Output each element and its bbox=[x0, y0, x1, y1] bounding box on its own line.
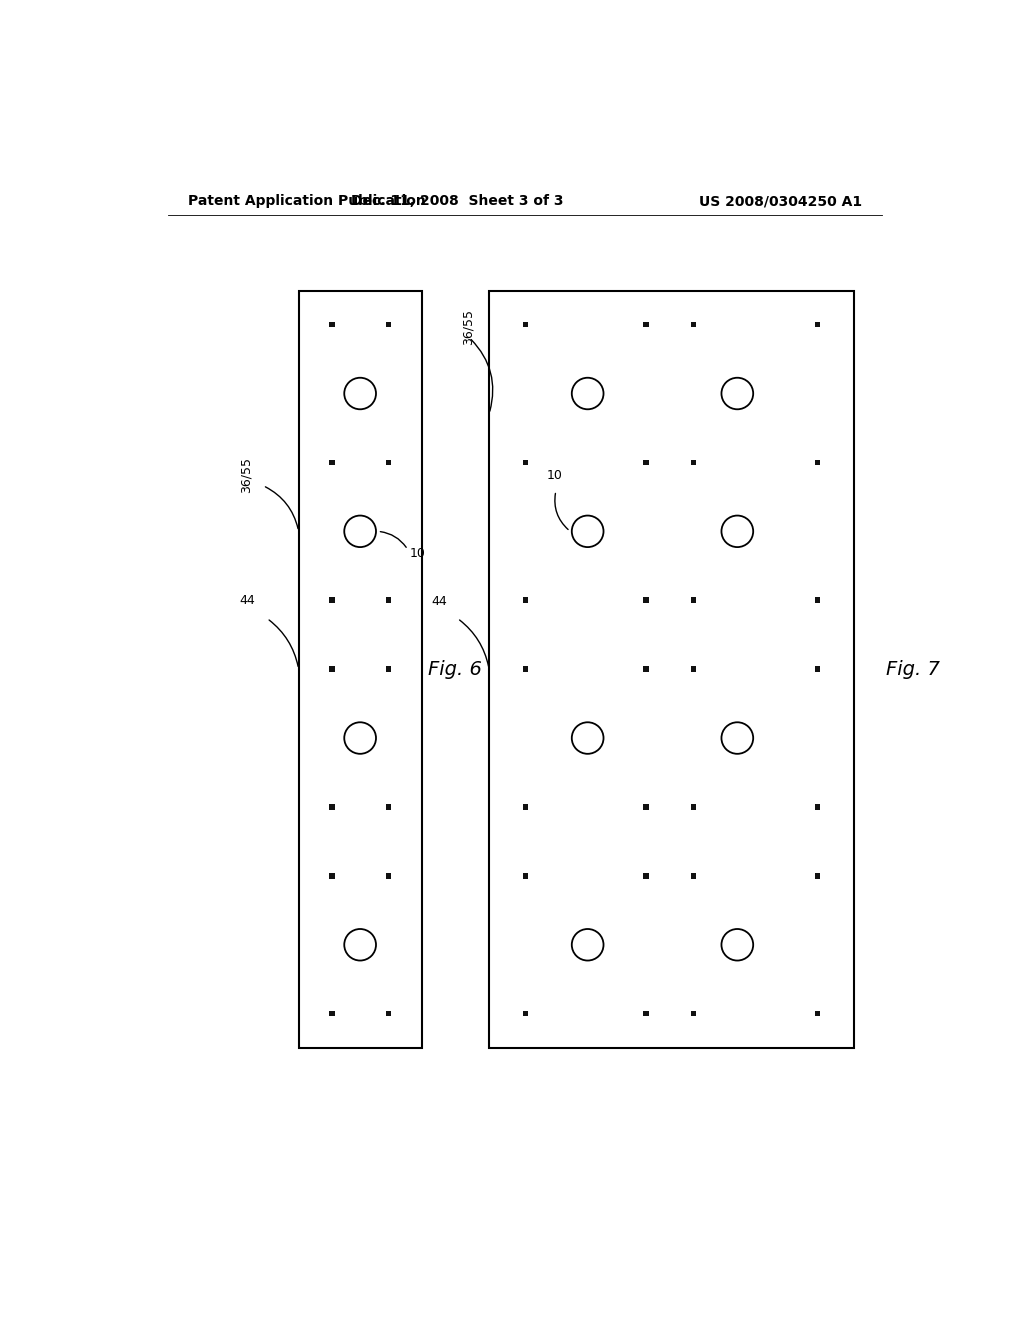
Text: Fig. 6: Fig. 6 bbox=[428, 660, 482, 678]
Text: 36/55: 36/55 bbox=[462, 309, 474, 346]
Bar bbox=[691, 459, 696, 465]
Text: 10: 10 bbox=[547, 469, 562, 482]
Bar bbox=[299, 290, 422, 1048]
Bar bbox=[815, 459, 820, 465]
Bar bbox=[523, 322, 528, 327]
Bar bbox=[523, 667, 528, 672]
Bar bbox=[643, 1011, 649, 1016]
Bar bbox=[386, 667, 391, 672]
Bar bbox=[523, 873, 528, 879]
Text: 44: 44 bbox=[240, 594, 255, 606]
Bar bbox=[643, 667, 649, 672]
Text: Patent Application Publication: Patent Application Publication bbox=[187, 194, 425, 209]
Bar bbox=[329, 804, 335, 809]
Text: Fig. 7: Fig. 7 bbox=[886, 660, 940, 678]
Bar bbox=[523, 459, 528, 465]
Bar bbox=[643, 459, 649, 465]
Bar bbox=[691, 1011, 696, 1016]
Bar bbox=[643, 598, 649, 603]
Bar bbox=[643, 322, 649, 327]
Bar bbox=[691, 322, 696, 327]
Bar bbox=[523, 804, 528, 809]
Bar bbox=[329, 667, 335, 672]
Bar bbox=[815, 804, 820, 809]
Bar bbox=[691, 667, 696, 672]
Bar bbox=[329, 459, 335, 465]
Bar bbox=[523, 598, 528, 603]
Bar bbox=[386, 1011, 391, 1016]
Bar bbox=[386, 322, 391, 327]
Bar bbox=[329, 1011, 335, 1016]
Bar bbox=[815, 667, 820, 672]
Bar bbox=[691, 873, 696, 879]
Text: Dec. 11, 2008  Sheet 3 of 3: Dec. 11, 2008 Sheet 3 of 3 bbox=[351, 194, 563, 209]
Text: 44: 44 bbox=[431, 594, 447, 607]
Bar bbox=[691, 598, 696, 603]
Bar bbox=[329, 598, 335, 603]
Bar bbox=[489, 290, 854, 1048]
Bar bbox=[815, 322, 820, 327]
Bar bbox=[329, 322, 335, 327]
Text: US 2008/0304250 A1: US 2008/0304250 A1 bbox=[699, 194, 862, 209]
Bar bbox=[815, 1011, 820, 1016]
Bar bbox=[386, 598, 391, 603]
Bar bbox=[386, 873, 391, 879]
Bar bbox=[643, 873, 649, 879]
Bar bbox=[691, 804, 696, 809]
Bar bbox=[643, 804, 649, 809]
Text: 10: 10 bbox=[411, 548, 426, 560]
Bar bbox=[329, 873, 335, 879]
Bar bbox=[523, 1011, 528, 1016]
Text: 36/55: 36/55 bbox=[240, 458, 252, 494]
Bar bbox=[815, 873, 820, 879]
Bar bbox=[815, 598, 820, 603]
Bar bbox=[386, 459, 391, 465]
Bar bbox=[386, 804, 391, 809]
